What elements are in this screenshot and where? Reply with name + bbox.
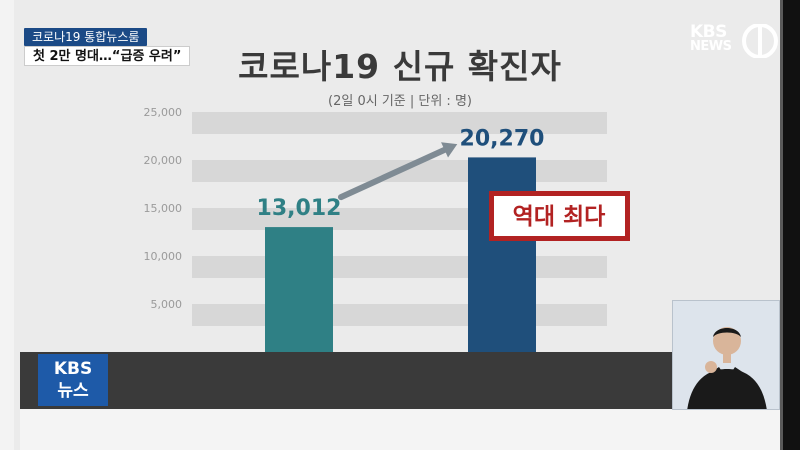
right-edge [780,0,800,450]
annotation-box [494,196,625,236]
chart-subtitle: (2일 0시 기준 | 단위 : 명) [328,94,472,109]
sign-language-interpreter [672,300,780,410]
y-tick-label: 5,000 [151,298,183,311]
grid-band [192,256,607,278]
program-tag: 코로나19 통합뉴스룸 [24,28,148,46]
kbs-news-logo: KBS NEWS [690,24,780,60]
ticker-brand: KBS 뉴스 [38,354,108,406]
kbs-symbol-icon [742,24,778,58]
chart-title: 코로나19 신규 확진자 [238,47,562,86]
bar [265,227,333,352]
ticker-brand-news: 뉴스 [57,381,89,401]
grid-band [192,304,607,326]
trend-arrow-line [338,144,453,201]
y-tick-label: 20,000 [144,154,183,167]
bar-value-label: 20,270 [460,126,545,151]
left-edge [0,0,14,450]
y-tick-label: 10,000 [144,250,183,263]
y-tick-label: 25,000 [144,106,183,119]
logo-news: NEWS [690,39,732,54]
bar [468,157,536,352]
annotation-label: 역대 최다 [513,204,606,230]
interpreter-figure-icon [673,301,779,409]
bottom-ticker: KBS 뉴스 [20,352,780,409]
trend-arrow-head-icon [441,142,458,158]
headline: 첫 2만 명대…“급증 우려” [24,46,191,66]
logo-text: KBS NEWS [690,22,732,54]
ticker-brand-kbs: KBS [53,359,93,379]
grid-band [192,112,607,134]
bar-value-label: 13,012 [257,196,342,221]
logo-kbs: KBS [690,22,727,42]
y-tick-label: 15,000 [144,202,183,215]
bottom-strip [20,409,780,450]
